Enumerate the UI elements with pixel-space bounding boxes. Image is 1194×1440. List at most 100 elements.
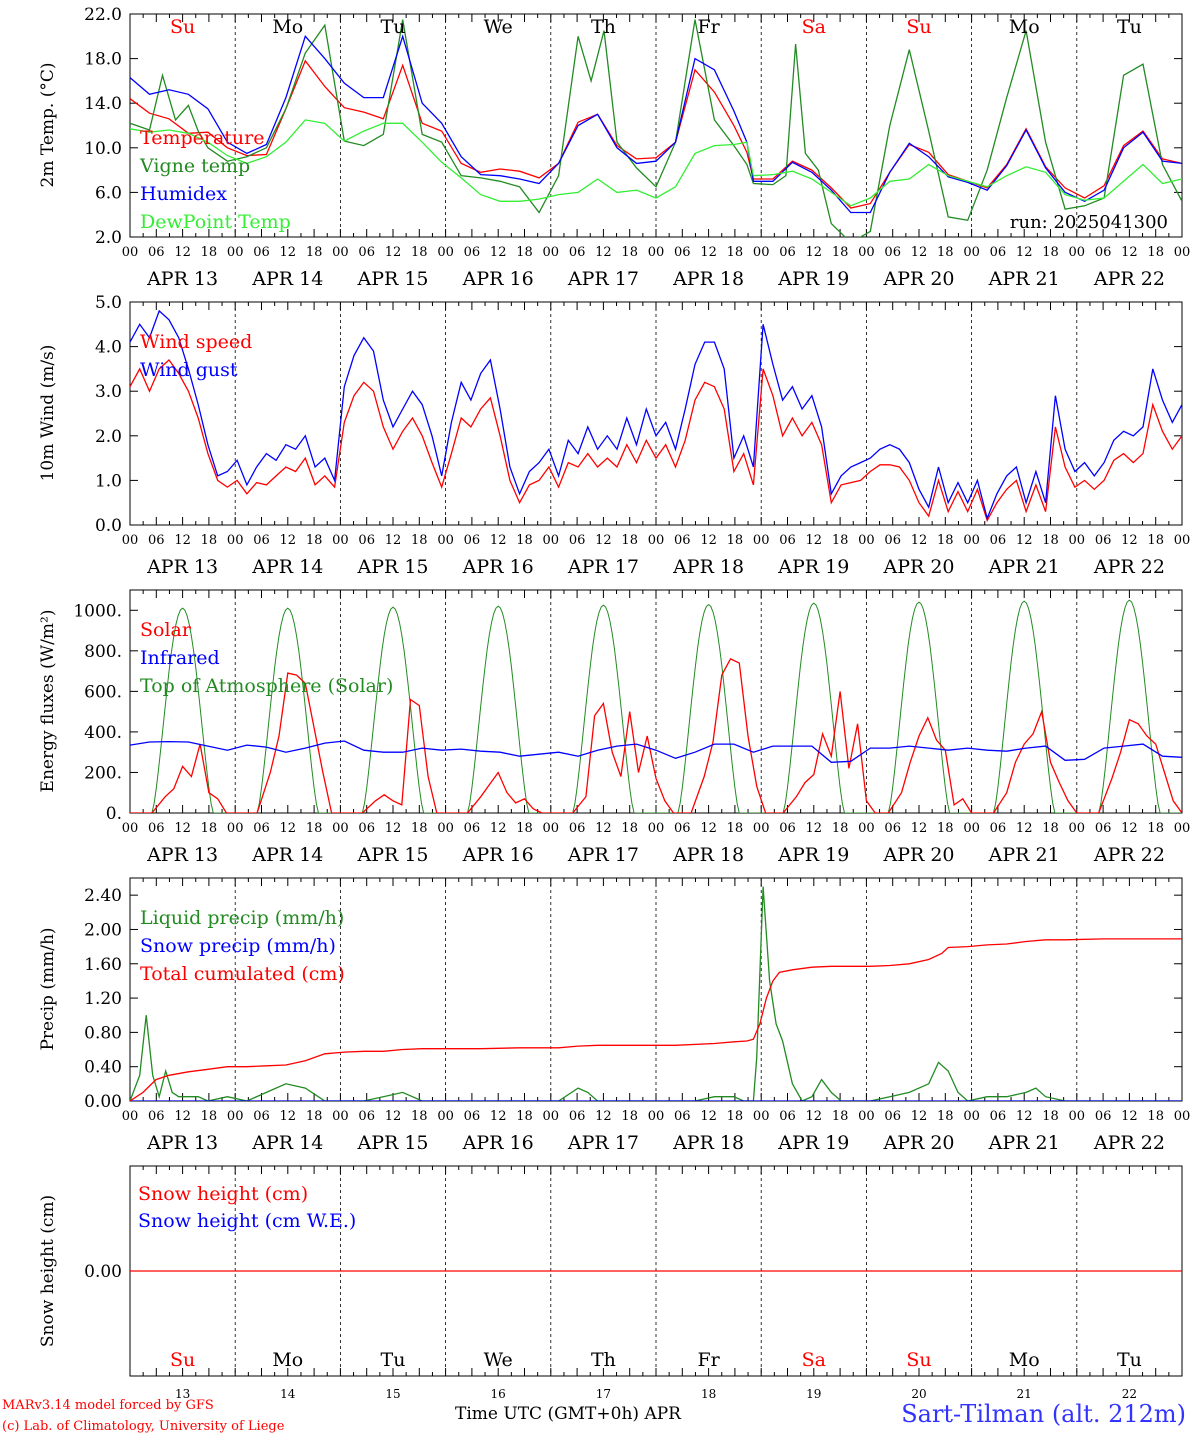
hour-label: 12 [1121, 245, 1138, 260]
x-axis-label: Time UTC (GMT+0h) APR [455, 1404, 681, 1424]
weekday-label: We [484, 16, 513, 38]
hour-label: 00 [648, 821, 665, 836]
weekday-label-bottom: Mo [272, 1349, 303, 1371]
hour-label: 00 [1069, 245, 1086, 260]
weekday-label-bottom: Fr [697, 1349, 720, 1371]
hour-label: 00 [332, 245, 349, 260]
hour-label: 06 [884, 533, 901, 548]
hour-label: 00 [1174, 245, 1191, 260]
y-axis-label: Precip (mm/h) [38, 927, 58, 1050]
hour-label: 12 [385, 1109, 402, 1124]
hour-label: 00 [963, 245, 980, 260]
y-axis-label: Snow height (cm) [38, 1195, 58, 1347]
hour-label: 06 [990, 1109, 1007, 1124]
day-number: 13 [175, 1387, 190, 1401]
hour-label: 06 [884, 1109, 901, 1124]
hour-label: 00 [1069, 533, 1086, 548]
y-tick-label: 22.0 [84, 5, 122, 25]
hour-label: 06 [569, 245, 586, 260]
hour-label: 18 [1147, 245, 1164, 260]
y-tick-label: 10.0 [84, 139, 122, 159]
hour-label: 06 [148, 533, 165, 548]
hour-label: 18 [1042, 1109, 1059, 1124]
y-tick-label: 5.0 [95, 293, 122, 313]
series-wind-gust [130, 309, 1182, 521]
date-label: APR 16 [462, 1132, 534, 1154]
hour-label: 00 [122, 533, 139, 548]
hour-label: 18 [937, 821, 954, 836]
hour-label: 12 [280, 533, 297, 548]
hour-label: 18 [1147, 821, 1164, 836]
hour-label: 12 [490, 533, 507, 548]
hour-label: 12 [490, 1109, 507, 1124]
day-number: 17 [596, 1387, 611, 1401]
hour-label: 12 [385, 533, 402, 548]
day-number: 18 [701, 1387, 716, 1401]
y-tick-label: 2.0 [95, 228, 122, 248]
date-label: APR 15 [356, 844, 428, 866]
hour-label: 00 [227, 533, 244, 548]
hour-label: 06 [1095, 245, 1112, 260]
date-label: APR 20 [882, 1132, 954, 1154]
hour-label: 06 [990, 245, 1007, 260]
y-tick-label: 0. [106, 804, 122, 824]
weekday-label-bottom: Mo [1009, 1349, 1040, 1371]
date-label: APR 15 [356, 268, 428, 290]
panel-1: 2.0 6.0 10.0 14.0 18.0 22.0 2m Temp. (°C) 00 06 1… [38, 5, 1190, 290]
hour-label: 12 [1121, 1109, 1138, 1124]
hour-label: 06 [1095, 821, 1112, 836]
hour-label: 18 [1042, 533, 1059, 548]
legend-entry: Temperature [140, 127, 264, 149]
hour-label: 12 [595, 533, 612, 548]
panel-frame [129, 13, 1183, 238]
weekday-label-bottom: Su [170, 1349, 195, 1371]
hour-label: 06 [464, 821, 481, 836]
hour-label: 06 [884, 821, 901, 836]
y-tick-label: 14.0 [84, 94, 122, 114]
legend-entry: Snow precip (mm/h) [140, 935, 336, 957]
legend-entry: Snow height (cm) [138, 1183, 308, 1205]
legend-entry: Liquid precip (mm/h) [140, 907, 344, 929]
weekday-label: Th [591, 16, 616, 38]
hour-label: 12 [911, 821, 928, 836]
legend-entry: Solar [140, 619, 192, 641]
hour-label: 06 [253, 1109, 270, 1124]
weekday-label: Mo [1009, 16, 1040, 38]
hour-label: 12 [1016, 821, 1033, 836]
hour-label: 12 [806, 1109, 823, 1124]
y-tick-label: 1.20 [84, 989, 122, 1009]
date-label: APR 18 [672, 556, 744, 578]
hour-label: 18 [1147, 1109, 1164, 1124]
y-tick-label: 0.80 [84, 1023, 122, 1043]
hour-label: 06 [358, 821, 375, 836]
hour-label: 06 [569, 821, 586, 836]
date-label: APR 22 [1093, 844, 1165, 866]
weekday-label-bottom: Tu [1117, 1349, 1142, 1371]
hour-label: 18 [832, 245, 849, 260]
hour-label: 12 [1016, 533, 1033, 548]
hour-label: 06 [253, 533, 270, 548]
weekday-label: Su [906, 16, 931, 38]
panel-4: 0.00 0.40 0.80 1.20 1.60 2.00 2.40 Precip (mm/h… [38, 877, 1190, 1154]
date-label: APR 18 [672, 844, 744, 866]
hour-label: 18 [516, 533, 533, 548]
date-label: APR 16 [462, 268, 534, 290]
hour-label: 06 [253, 245, 270, 260]
hour-label: 18 [201, 1109, 218, 1124]
hour-label: 12 [174, 821, 191, 836]
hour-label: 12 [911, 1109, 928, 1124]
weekday-label: Mo [272, 16, 303, 38]
hour-label: 12 [595, 245, 612, 260]
station-title: Sart-Tilman (alt. 212m) [901, 1400, 1186, 1428]
y-tick-label: 4.0 [95, 338, 122, 358]
panel-frame [129, 301, 1183, 526]
hour-label: 18 [411, 245, 428, 260]
series-dewpoint-temp [130, 119, 1182, 207]
y-axis-label: 2m Temp. (°C) [38, 62, 58, 187]
legend-entry: Vigne temp [139, 155, 250, 177]
y-tick-label: 6.0 [95, 183, 122, 203]
hour-label: 00 [858, 245, 875, 260]
y-tick-label: 2.40 [84, 886, 122, 906]
hour-label: 12 [385, 245, 402, 260]
